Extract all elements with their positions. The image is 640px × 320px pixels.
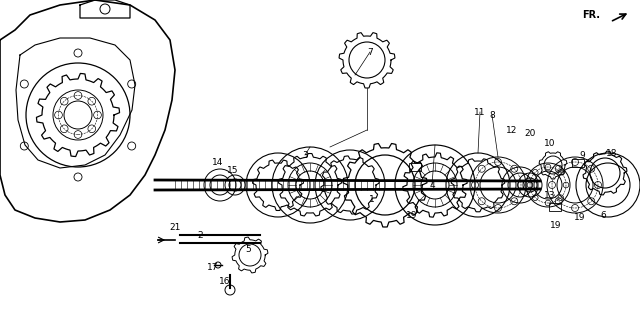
Text: 16: 16 [220, 277, 231, 286]
Text: 7: 7 [367, 47, 373, 57]
Bar [572, 159, 584, 167]
Text: 3: 3 [302, 150, 308, 159]
Text: 8: 8 [489, 110, 495, 119]
Text: 1: 1 [369, 196, 375, 204]
Text: 18: 18 [606, 148, 618, 157]
Text: 13: 13 [544, 190, 556, 199]
Text: 5: 5 [245, 245, 251, 254]
Text: 10: 10 [544, 139, 556, 148]
Text: FR.: FR. [582, 10, 600, 20]
Text: 12: 12 [506, 125, 518, 134]
Text: 15: 15 [227, 165, 239, 174]
Text: 17: 17 [207, 262, 219, 271]
Bar [409, 163, 421, 171]
Text: 11: 11 [474, 108, 486, 116]
Text: 6: 6 [600, 211, 606, 220]
Text: 19: 19 [550, 220, 562, 229]
Text: 2: 2 [197, 230, 203, 239]
Text: 4: 4 [429, 180, 435, 189]
Text: 21: 21 [170, 223, 180, 233]
Text: 14: 14 [212, 157, 224, 166]
Text: 9: 9 [579, 150, 585, 159]
Text: 19: 19 [574, 213, 586, 222]
Text: 19: 19 [406, 211, 418, 220]
Text: 20: 20 [524, 129, 536, 138]
Bar [549, 203, 561, 211]
